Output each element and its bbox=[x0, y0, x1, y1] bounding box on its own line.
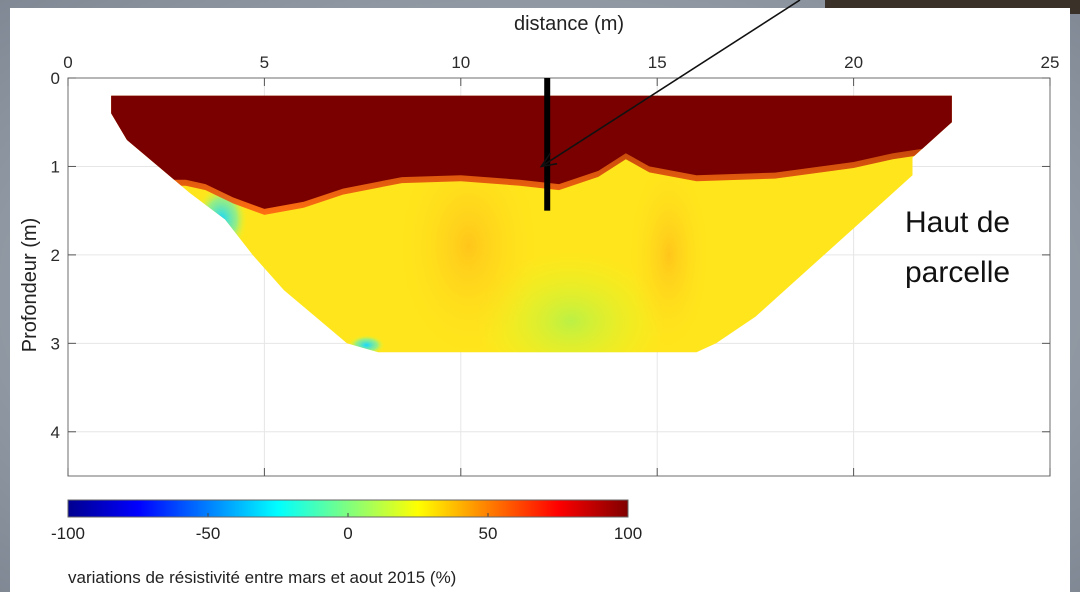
x-tick-label: 10 bbox=[451, 53, 470, 72]
axes-box bbox=[67, 77, 1051, 477]
annotation-line-1: Haut de bbox=[905, 206, 1010, 239]
tick-marks bbox=[67, 77, 1051, 476]
orange-patch bbox=[398, 136, 539, 353]
colorbar-tick-label: 50 bbox=[479, 524, 498, 543]
y-tick-label: 4 bbox=[51, 423, 60, 442]
upper-layer bbox=[111, 95, 952, 209]
colorbar bbox=[68, 500, 628, 517]
x-tick-label: 0 bbox=[63, 53, 72, 72]
orange-patch bbox=[628, 159, 709, 350]
colorbar-tick-label: 100 bbox=[614, 524, 642, 543]
colorbar-ticks: -100 -50 0 50 100 bbox=[51, 513, 642, 543]
colorbar-frame bbox=[67, 499, 629, 518]
y-tick-label: 1 bbox=[51, 157, 60, 176]
arrow-head bbox=[539, 152, 558, 168]
x-tick-label: 5 bbox=[260, 53, 269, 72]
colorbar-tick-label: -100 bbox=[51, 524, 85, 543]
y-tick-label: 2 bbox=[51, 246, 60, 265]
x-tick-label: 25 bbox=[1041, 53, 1060, 72]
x-tick-label: 20 bbox=[844, 53, 863, 72]
x-tick-labels: 0 5 10 15 20 25 bbox=[63, 53, 1059, 72]
marker-line bbox=[544, 78, 551, 211]
y-axis-label: Profondeur (m) bbox=[19, 218, 41, 353]
x-tick-label: 15 bbox=[648, 53, 667, 72]
y-tick-label: 0 bbox=[51, 69, 60, 88]
annotation-line-2: parcelle bbox=[905, 256, 1010, 289]
colorbar-tick-label: 0 bbox=[343, 524, 352, 543]
x-axis-label: distance (m) bbox=[514, 13, 624, 35]
colorbar-tick-label: -50 bbox=[196, 524, 221, 543]
y-tick-labels: 0 1 2 3 4 bbox=[51, 69, 60, 442]
annotation-arrow bbox=[540, 0, 801, 168]
colorbar-label: variations de résistivité entre mars et … bbox=[68, 568, 456, 587]
y-tick-label: 3 bbox=[51, 334, 60, 353]
